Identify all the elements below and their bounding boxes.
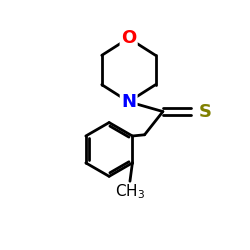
Text: N: N — [121, 93, 136, 111]
Text: CH$_3$: CH$_3$ — [115, 182, 145, 201]
Text: S: S — [198, 102, 211, 120]
Text: O: O — [121, 29, 136, 47]
